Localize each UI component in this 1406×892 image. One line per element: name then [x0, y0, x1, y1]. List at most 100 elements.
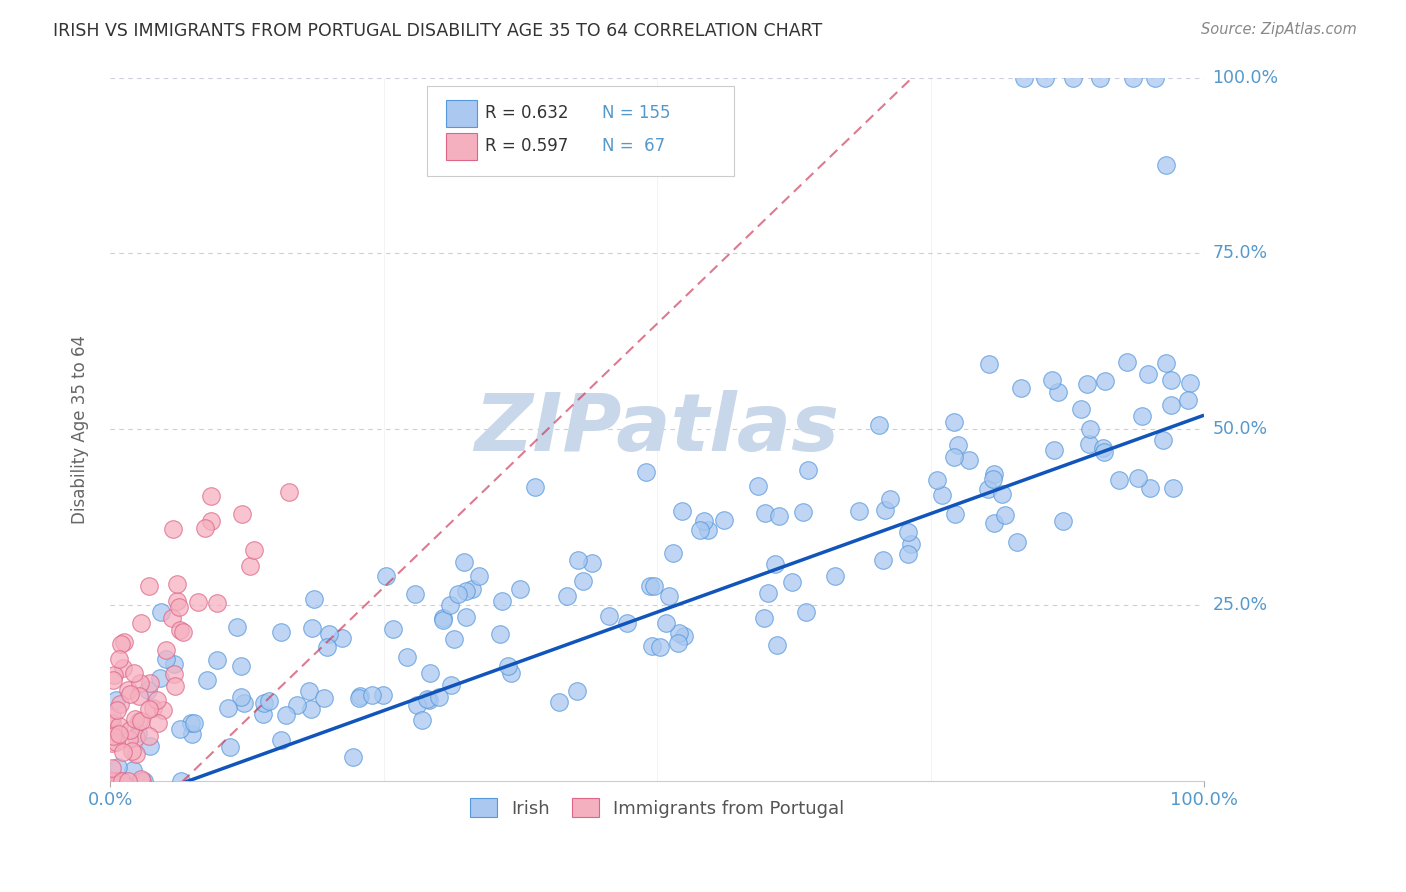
Point: [991, 487, 1014, 501]
Point: [548, 695, 571, 709]
Point: [302, 592, 325, 607]
Point: [101, 736, 124, 750]
Point: [270, 625, 292, 640]
Point: [661, 546, 683, 560]
Point: [134, 774, 156, 789]
Point: [900, 537, 922, 551]
Point: [129, 772, 152, 787]
Point: [239, 559, 262, 574]
Point: [1160, 373, 1182, 387]
Point: [395, 649, 418, 664]
Point: [1139, 482, 1161, 496]
Point: [138, 579, 160, 593]
Text: R = 0.632: R = 0.632: [485, 104, 569, 122]
Point: [897, 524, 920, 539]
Point: [848, 503, 870, 517]
Point: [454, 609, 477, 624]
Point: [107, 652, 129, 666]
Point: [756, 586, 779, 600]
Point: [643, 579, 665, 593]
Text: IRISH VS IMMIGRANTS FROM PORTUGAL DISABILITY AGE 35 TO 64 CORRELATION CHART: IRISH VS IMMIGRANTS FROM PORTUGAL DISABI…: [53, 22, 823, 40]
Point: [142, 701, 165, 715]
Point: [794, 605, 817, 619]
Point: [1091, 442, 1114, 456]
Point: [152, 703, 174, 717]
Point: [872, 553, 894, 567]
Point: [443, 632, 465, 646]
Text: 50.0%: 50.0%: [1212, 420, 1268, 438]
Point: [897, 547, 920, 561]
Point: [299, 702, 322, 716]
Point: [648, 640, 671, 654]
Point: [121, 763, 143, 777]
Point: [180, 727, 202, 741]
Point: [139, 739, 162, 753]
Point: [231, 658, 253, 673]
Point: [332, 631, 354, 645]
Text: N =  67: N = 67: [602, 137, 665, 155]
Point: [117, 683, 139, 698]
Point: [671, 504, 693, 518]
Text: R = 0.597: R = 0.597: [485, 137, 568, 155]
Point: [257, 694, 280, 708]
Point: [349, 689, 371, 703]
Point: [183, 715, 205, 730]
Point: [163, 667, 186, 681]
Point: [180, 716, 202, 731]
Point: [598, 609, 620, 624]
Point: [146, 692, 169, 706]
Point: [108, 698, 131, 712]
Point: [129, 676, 152, 690]
Point: [231, 507, 253, 521]
Point: [1046, 384, 1069, 399]
Point: [148, 716, 170, 731]
Point: [983, 516, 1005, 530]
Point: [105, 692, 128, 706]
Point: [138, 729, 160, 743]
Point: [1076, 377, 1098, 392]
FancyBboxPatch shape: [446, 133, 477, 160]
Point: [128, 690, 150, 704]
Point: [229, 690, 252, 705]
Point: [976, 482, 998, 496]
Point: [946, 438, 969, 452]
Point: [796, 462, 818, 476]
Point: [101, 716, 124, 731]
Point: [824, 569, 846, 583]
Point: [1156, 356, 1178, 370]
Point: [416, 692, 439, 706]
Point: [187, 595, 209, 609]
Point: [567, 553, 589, 567]
Point: [447, 587, 470, 601]
Point: [931, 488, 953, 502]
Point: [242, 543, 264, 558]
Point: [111, 774, 134, 789]
Point: [285, 698, 308, 713]
Point: [979, 357, 1001, 371]
Point: [879, 492, 901, 507]
Point: [349, 690, 371, 705]
Point: [489, 627, 512, 641]
Point: [509, 582, 531, 596]
Point: [406, 698, 429, 713]
Point: [1177, 393, 1199, 408]
Point: [432, 613, 454, 627]
Point: [983, 467, 1005, 481]
Point: [103, 667, 125, 681]
Point: [697, 524, 720, 538]
Point: [432, 611, 454, 625]
Point: [166, 577, 188, 591]
Point: [101, 761, 124, 775]
Point: [108, 718, 131, 732]
Point: [640, 579, 662, 593]
Point: [107, 760, 129, 774]
Point: [942, 450, 965, 465]
Point: [496, 659, 519, 673]
Point: [382, 622, 405, 636]
Legend: Irish, Immigrants from Portugal: Irish, Immigrants from Portugal: [463, 791, 852, 825]
Point: [1137, 367, 1160, 381]
Point: [419, 666, 441, 681]
Point: [571, 574, 593, 588]
Point: [148, 671, 170, 685]
Point: [117, 774, 139, 789]
